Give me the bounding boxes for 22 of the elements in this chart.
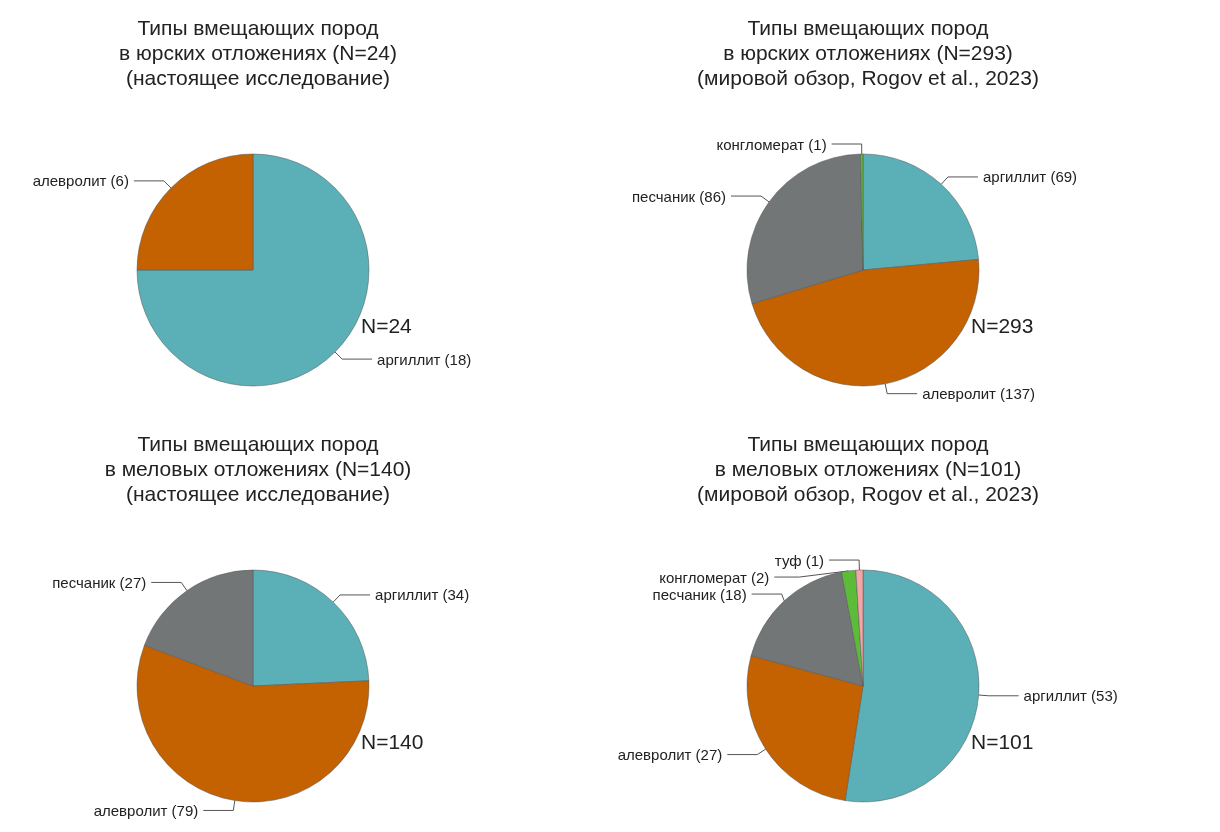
chart-title: Типы вмещающих пород в юрских отложениях (N=24) (настоящее исследование) [118,16,398,89]
chart-title: Типы вмещающих пород в меловых отложениях (N=140) (настоящее исследование) [104,432,412,505]
slice-label: алевролит (6) [32,172,129,190]
slice-label: песчаник (86) [631,187,726,205]
slice-label: конгломерат (1) [716,135,827,153]
slice-label: алевролит (137) [922,385,1036,403]
slice-label: алевролит (27) [617,746,723,764]
text: N=140 [361,730,424,753]
slice-label: аргиллит (34) [375,586,470,604]
text: N=293 [971,314,1034,337]
text: N=24 [361,314,413,337]
slice-label: туф (1) [774,551,825,569]
slice-label: песчаник (18) [652,585,747,603]
slice-label: аргиллит (53) [1023,687,1118,705]
chart-title: Типы вмещающих пород в юрских отложениях (N=293) (мировой обзор, Rogov et al., 2023) [697,16,1039,89]
text: N=101 [971,730,1034,753]
chart-title: Типы вмещающих пород в меловых отложениях (N=101) (мировой обзор, Rogov et al., 2023) [697,432,1039,505]
slice-label: алевролит (79) [93,801,199,819]
slice-label: аргиллит (69) [982,168,1078,186]
slice-label: песчаник (27) [52,573,147,591]
slice-label: конгломерат (2) [659,568,770,586]
slice-label: аргиллит (18) [377,350,472,368]
